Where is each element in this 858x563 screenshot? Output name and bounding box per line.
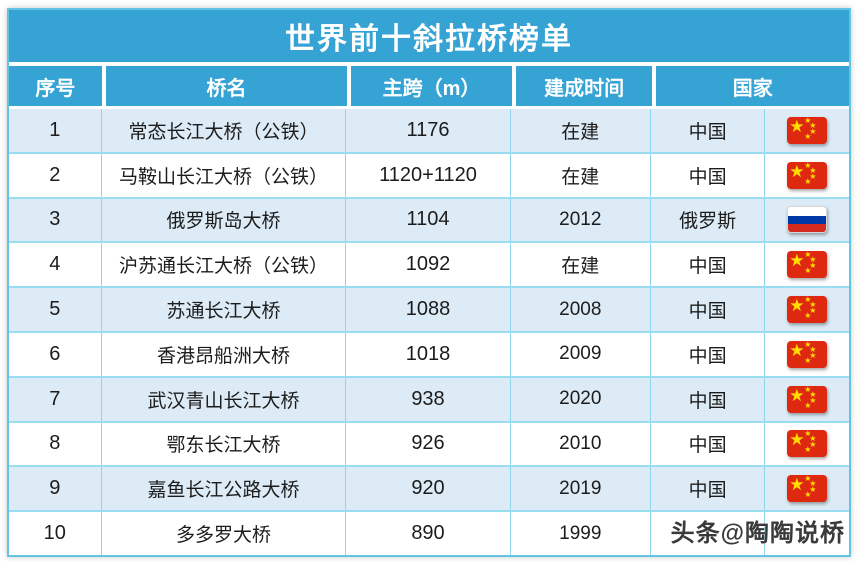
year-cell: 2019: [511, 467, 651, 511]
flag-cell: ★ ★ ★ ★ ★: [765, 288, 849, 331]
china-flag-icon: ★ ★ ★ ★ ★: [787, 251, 828, 279]
flag-cell: ★ ★ ★ ★ ★: [765, 333, 849, 376]
rank-cell: 3: [9, 198, 102, 242]
divider: [9, 106, 849, 109]
bridge-name-cell: 香港昂船洲大桥: [102, 332, 347, 376]
main-span-cell: 920: [346, 467, 511, 511]
table-row: 1 常态长江大桥（公铁） 1176 在建 中国 ★ ★ ★ ★ ★: [9, 109, 849, 154]
column-header-bridge-name: 桥名: [101, 66, 348, 106]
bridge-name-cell: 沪苏通长江大桥（公铁）: [102, 243, 347, 287]
china-flag-icon: ★ ★ ★ ★ ★: [787, 296, 828, 324]
year-cell: 1999: [511, 512, 651, 555]
bridge-name-cell: 马鞍山长江大桥（公铁）: [102, 153, 347, 197]
year-cell: 2020: [511, 377, 651, 421]
flag-cell: ★ ★ ★ ★ ★: [765, 467, 849, 510]
year-cell: 在建: [511, 153, 651, 197]
rank-cell: 5: [9, 288, 102, 331]
year-cell: 在建: [511, 109, 651, 152]
year-cell: 2009: [511, 332, 651, 376]
bridge-name-cell: 鄂东长江大桥: [102, 422, 347, 466]
bridge-name-cell: 嘉鱼长江公路大桥: [102, 467, 347, 511]
main-span-cell: 1088: [346, 288, 511, 331]
china-flag-icon: ★ ★ ★ ★ ★: [787, 161, 828, 189]
table-row: 7 武汉青山长江大桥 938 2020 中国 ★ ★ ★ ★ ★: [9, 377, 849, 423]
bridge-name-cell: 常态长江大桥（公铁）: [102, 109, 347, 152]
country-cell: 俄罗斯: [651, 198, 766, 242]
main-span-cell: 1104: [346, 198, 511, 242]
divider: [9, 62, 849, 66]
bridge-name-cell: 多多罗大桥: [102, 512, 347, 555]
table-row: 2 马鞍山长江大桥（公铁） 1120+1120 在建 中国 ★ ★ ★ ★ ★: [9, 153, 849, 199]
page-title: 世界前十斜拉桥榜单: [9, 10, 849, 62]
flag-cell: [765, 199, 849, 242]
country-cell: 中国: [651, 243, 766, 287]
table-row: 6 香港昂船洲大桥 1018 2009 中国 ★ ★ ★ ★ ★: [9, 332, 849, 378]
china-flag-icon: ★ ★ ★ ★ ★: [787, 475, 828, 503]
flag-cell: ★ ★ ★ ★ ★: [765, 243, 849, 286]
ranking-table-card: 世界前十斜拉桥榜单 序号 桥名 主跨（m） 建成时间 国家 1 常态长江大桥（公…: [7, 8, 851, 557]
main-span-cell: 1092: [346, 243, 511, 287]
flag-cell: ★ ★ ★ ★ ★: [765, 378, 849, 421]
china-flag-icon: ★ ★ ★ ★ ★: [787, 340, 828, 368]
table-header-row: 序号 桥名 主跨（m） 建成时间 国家: [9, 66, 849, 106]
table-row: 9 嘉鱼长江公路大桥 920 2019 中国 ★ ★ ★ ★ ★: [9, 467, 849, 513]
rank-cell: 10: [9, 512, 102, 555]
main-span-cell: 926: [346, 422, 511, 466]
table-row: 3 俄罗斯岛大桥 1104 2012 俄罗斯: [9, 198, 849, 244]
country-cell: 中国: [651, 332, 766, 376]
table-row: 10 多多罗大桥 890 1999: [9, 512, 849, 555]
country-cell: 中国: [651, 377, 766, 421]
watermark: 头条@陶陶说桥: [670, 520, 845, 547]
bridge-name-cell: 俄罗斯岛大桥: [102, 198, 347, 242]
main-span-cell: 1018: [346, 332, 511, 376]
main-span-cell: 938: [346, 377, 511, 421]
table-row: 8 鄂东长江大桥 926 2010 中国 ★ ★ ★ ★ ★: [9, 422, 849, 468]
column-header-completion-year: 建成时间: [511, 66, 653, 106]
china-flag-icon: ★ ★ ★ ★ ★: [787, 430, 828, 458]
russia-flag-icon: [787, 206, 828, 234]
year-cell: 2012: [511, 198, 651, 242]
rank-cell: 2: [9, 153, 102, 197]
table-row: 5 苏通长江大桥 1088 2008 中国 ★ ★ ★ ★ ★: [9, 288, 849, 333]
table-row: 4 沪苏通长江大桥（公铁） 1092 在建 中国 ★ ★ ★ ★ ★: [9, 243, 849, 289]
column-header-country: 国家: [652, 66, 849, 106]
country-cell: 中国: [651, 288, 766, 331]
country-cell: [651, 512, 766, 555]
china-flag-icon: ★ ★ ★ ★ ★: [787, 116, 828, 144]
main-span-cell: 1176: [346, 109, 511, 152]
country-cell: 中国: [651, 109, 766, 152]
year-cell: 2008: [511, 288, 651, 331]
year-cell: 2010: [511, 422, 651, 466]
rank-cell: 9: [9, 467, 102, 511]
main-span-cell: 890: [346, 512, 511, 555]
rank-cell: 7: [9, 377, 102, 421]
column-header-main-span: 主跨（m）: [347, 66, 512, 106]
bridge-name-cell: 武汉青山长江大桥: [102, 377, 347, 421]
bridge-name-cell: 苏通长江大桥: [102, 288, 347, 331]
country-cell: 中国: [651, 422, 766, 466]
flag-cell: ★ ★ ★ ★ ★: [765, 423, 849, 466]
column-header-no: 序号: [9, 66, 102, 106]
main-span-cell: 1120+1120: [346, 153, 511, 197]
china-flag-icon: ★ ★ ★ ★ ★: [787, 385, 828, 413]
country-cell: 中国: [651, 153, 766, 197]
flag-cell: ★ ★ ★ ★ ★: [765, 154, 849, 197]
flag-cell: ★ ★ ★ ★ ★: [765, 109, 849, 152]
rank-cell: 1: [9, 109, 102, 152]
year-cell: 在建: [511, 243, 651, 287]
table-body: 1 常态长江大桥（公铁） 1176 在建 中国 ★ ★ ★ ★ ★ 2 马鞍山长江大桥（…: [9, 109, 849, 555]
rank-cell: 8: [9, 422, 102, 466]
country-cell: 中国: [651, 467, 766, 511]
rank-cell: 4: [9, 243, 102, 287]
rank-cell: 6: [9, 332, 102, 376]
